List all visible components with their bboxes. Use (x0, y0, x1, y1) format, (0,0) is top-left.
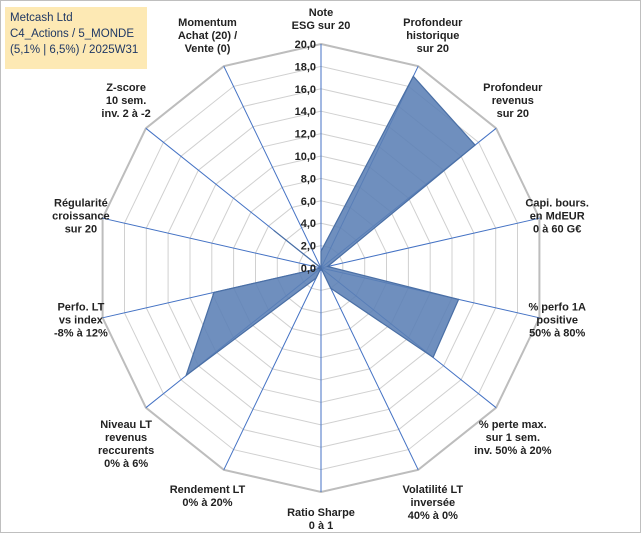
category-label-line: -8% à 12% (54, 328, 108, 340)
category-label-line: 0% à 6% (104, 458, 148, 470)
category-label-line: croissance (52, 210, 109, 222)
category-label-line: Momentum (178, 17, 237, 29)
category-label-line: historique (406, 30, 459, 42)
tick-label: 12,0 (295, 129, 316, 141)
category-label-line: sur 20 (65, 223, 97, 235)
axis-spoke (223, 65, 322, 269)
category-label: Régularité croissance sur 20 (52, 197, 109, 235)
tick-label: 0,0 (301, 263, 316, 275)
category-label-line: ESG sur 20 (292, 20, 351, 32)
tick-label: 6,0 (301, 196, 316, 208)
category-label-line: revenus (492, 95, 534, 107)
category-label-line: Vente (0) (185, 43, 231, 55)
category-label-line: Rendement LT (170, 484, 246, 496)
category-label-line: inv. 50% à 20% (474, 445, 552, 457)
tick-label: 14,0 (295, 106, 316, 118)
category-label: % perfo 1A positive 50% à 80% (528, 302, 586, 340)
category-label-line: en MdEUR (530, 210, 585, 222)
company-name: Metcash Ltd (10, 12, 73, 24)
category-label-line: Note (309, 7, 333, 19)
category-label-line: 0% à 20% (182, 497, 232, 509)
category-label-line: sur 20 (417, 43, 449, 55)
category-label-line: 0 à 60 G€ (533, 223, 581, 235)
category-label-line: Niveau LT (100, 419, 152, 431)
category-label-line: Perfo. LT (57, 302, 104, 314)
category-label-line: Achat (20) / (178, 30, 237, 42)
tick-label: 2,0 (301, 241, 316, 253)
axis-spoke (102, 217, 322, 269)
category-label-line: % perte max. (479, 419, 547, 431)
category-label-line: revenus (105, 432, 147, 444)
category-label-line: Z-score (106, 82, 146, 94)
category-label: Niveau LT revenus reccurents 0% à 6% (98, 419, 154, 470)
category-label-line: 10 sem. (106, 95, 146, 107)
category-label: Note ESG sur 20 (292, 7, 351, 32)
axis-spoke (320, 217, 540, 269)
category-label-line: sur 20 (497, 108, 529, 120)
series-area (184, 75, 476, 378)
category-label: Capi. bours. en MdEUR 0 à 60 G€ (525, 197, 589, 235)
category-label: Z-score 10 sem. inv. 2 à -2 (101, 82, 150, 120)
category-label-line: 40% à 0% (408, 510, 458, 522)
category-label-line: positive (536, 315, 578, 327)
tick-label: 8,0 (301, 173, 316, 185)
category-label-line: inv. 2 à -2 (101, 108, 150, 120)
category-label-line: inversée (410, 497, 455, 509)
category-label-line: 50% à 80% (529, 328, 585, 340)
category-label-line: reccurents (98, 445, 154, 457)
tick-label: 4,0 (301, 218, 316, 230)
category-label: Rendement LT 0% à 20% (170, 484, 246, 509)
category-label-line: Profondeur (403, 17, 463, 29)
category-label-line: Capi. bours. (525, 197, 589, 209)
category-label: Momentum Achat (20) / Vente (0) (178, 17, 237, 55)
tick-label: 18,0 (295, 61, 316, 73)
category-label-line: Ratio Sharpe (287, 507, 355, 519)
category-label: Perfo. LT vs index -8% à 12% (54, 302, 108, 340)
category-label: Profondeur revenus sur 20 (483, 82, 543, 120)
category-label: Volatilité LT inversée 40% à 0% (402, 484, 463, 522)
category-label: Ratio Sharpe 0 à 1 (287, 507, 355, 532)
tick-label: 10,0 (295, 151, 316, 163)
period-line: (5,1% | 6,5%) / 2025W31 (10, 44, 139, 56)
category-label-line: vs index (59, 315, 104, 327)
category-label: % perte max. sur 1 sem. inv. 50% à 20% (474, 419, 552, 457)
axis-spoke (223, 267, 322, 471)
category-label-line: 0 à 1 (309, 520, 333, 532)
category-label-line: Régularité (54, 197, 108, 209)
tick-label: 16,0 (295, 84, 316, 96)
category-line: C4_Actions / 5_MONDE (10, 28, 134, 40)
category-label: Profondeur historique sur 20 (403, 17, 463, 55)
tick-label: 20,0 (295, 39, 316, 51)
category-label-line: Volatilité LT (402, 484, 463, 496)
category-label-line: Profondeur (483, 82, 543, 94)
axis-spoke (320, 267, 419, 471)
category-label-line: % perfo 1A (528, 302, 586, 314)
category-label-line: sur 1 sem. (486, 432, 540, 444)
chart-title-box: Metcash Ltd C4_Actions / 5_MONDE (5,1% |… (5, 7, 147, 69)
